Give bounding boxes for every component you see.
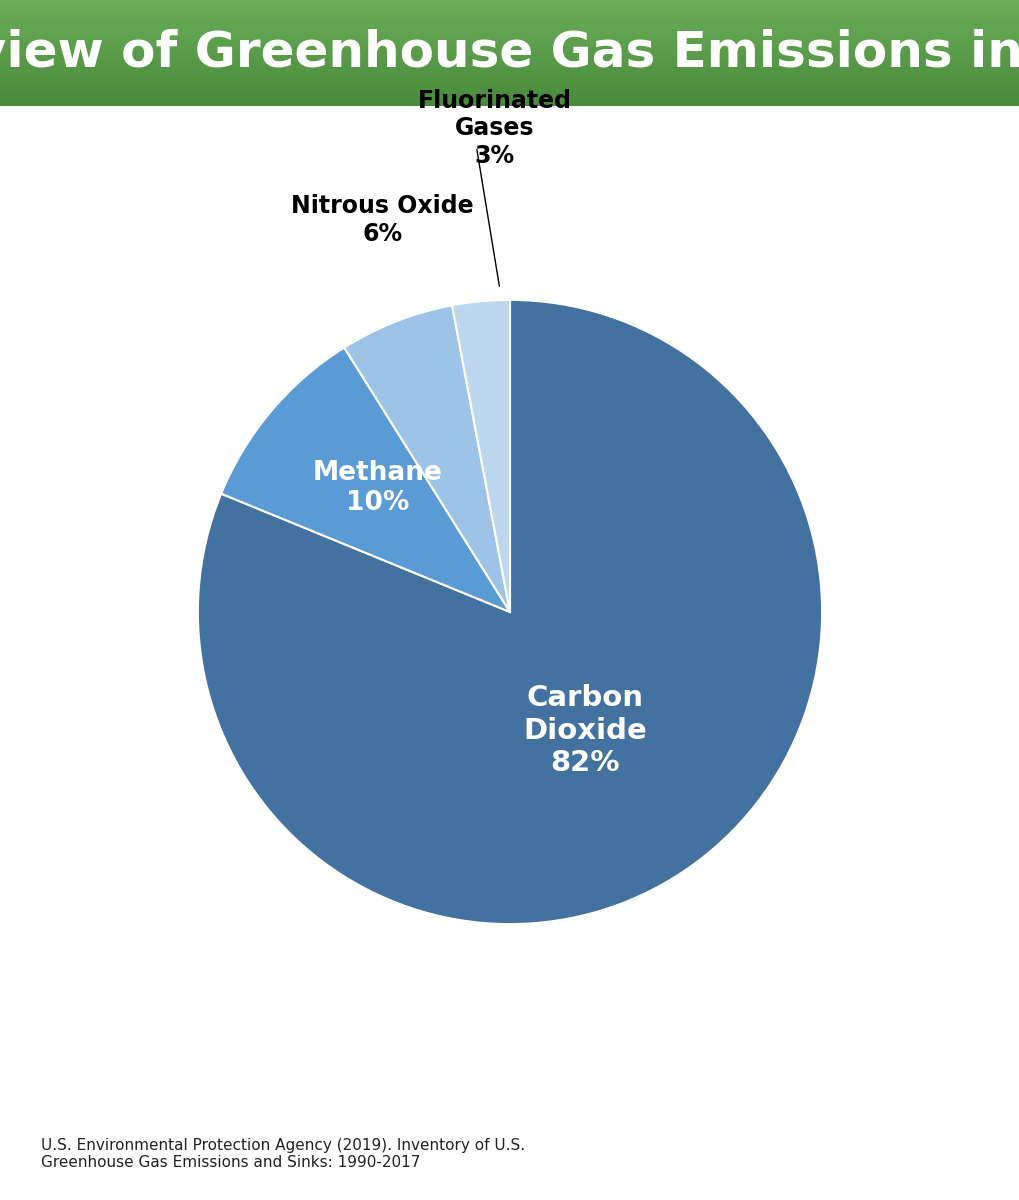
Text: Fluorinated
Gases
3%: Fluorinated Gases 3% — [418, 89, 572, 168]
Text: Carbon
Dioxide
82%: Carbon Dioxide 82% — [523, 684, 646, 776]
Wedge shape — [198, 300, 821, 924]
Text: Nitrous Oxide
6%: Nitrous Oxide 6% — [291, 194, 474, 246]
Wedge shape — [221, 348, 510, 612]
Text: Methane
10%: Methane 10% — [313, 460, 442, 516]
Text: Overview of Greenhouse Gas Emissions in 2017: Overview of Greenhouse Gas Emissions in … — [0, 29, 1019, 77]
Wedge shape — [343, 305, 510, 612]
Wedge shape — [451, 300, 510, 612]
Text: U.S. Environmental Protection Agency (2019). Inventory of U.S.
Greenhouse Gas Em: U.S. Environmental Protection Agency (20… — [41, 1138, 525, 1170]
